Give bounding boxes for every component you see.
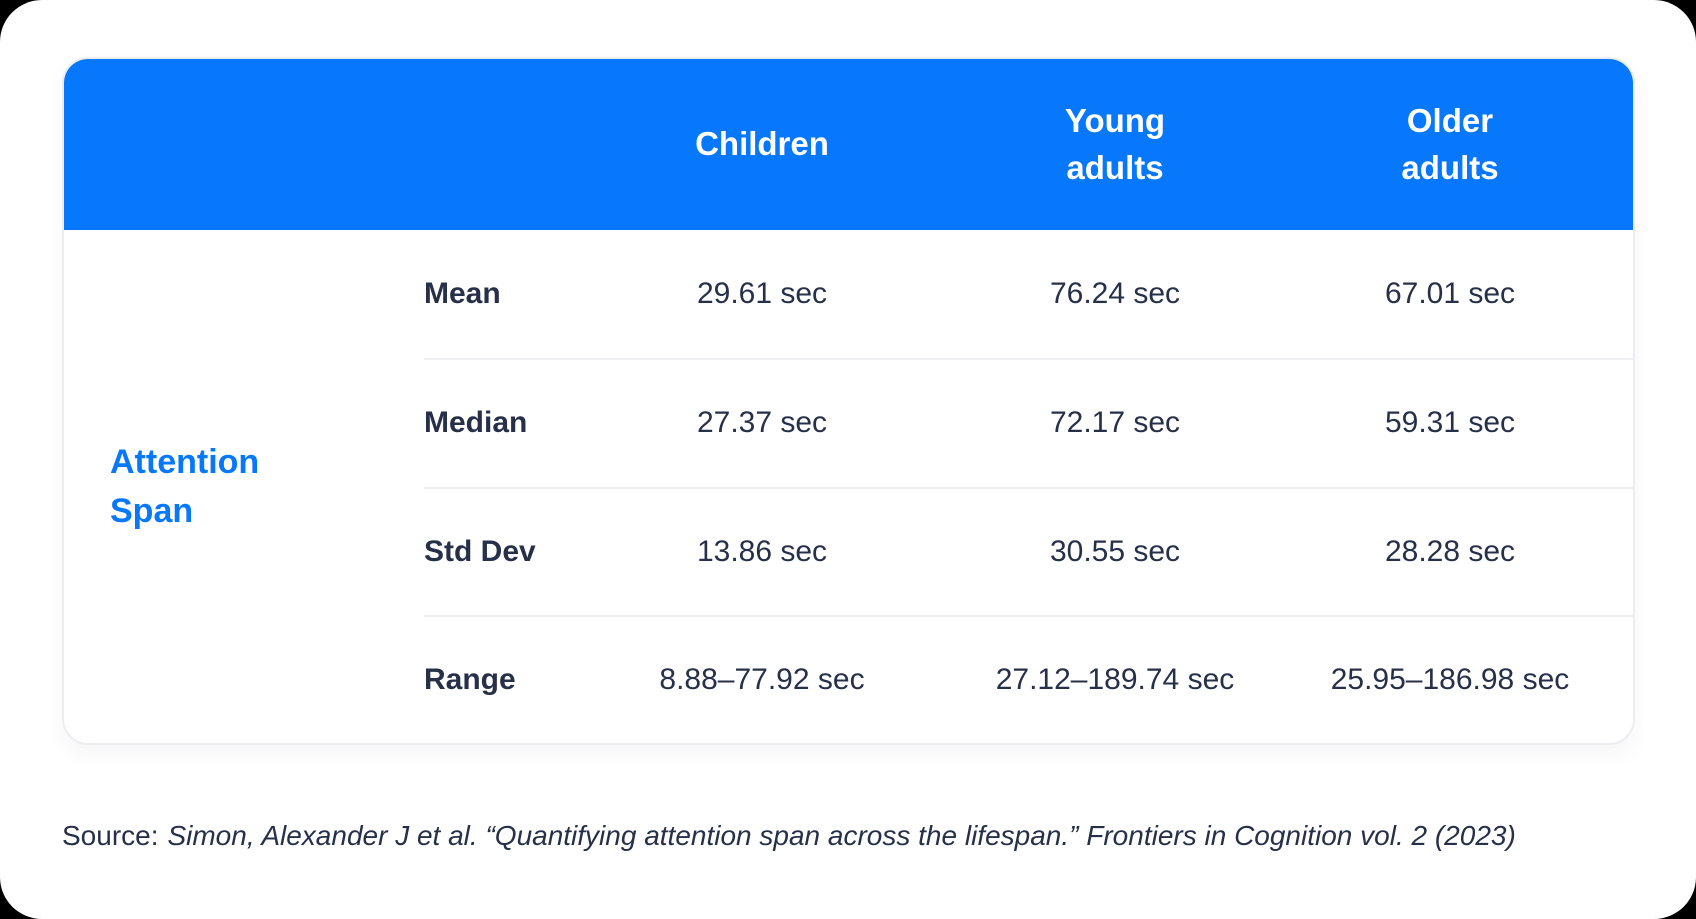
attention-span-table-card: Children Young adults Older adults Atten… <box>62 57 1635 745</box>
table-rows: Mean 29.61 sec 76.24 sec 67.01 sec Media… <box>424 230 1633 743</box>
stat-label: Median <box>424 406 528 440</box>
cell-value: 8.88–77.92 sec <box>659 662 865 696</box>
cell-value: 13.86 sec <box>696 534 828 568</box>
cell-value: 28.28 sec <box>1384 534 1516 568</box>
source-citation: Source: Simon, Alexander J et al. “Quanti… <box>62 818 1516 854</box>
row-group-cell: Attention Span <box>64 230 424 743</box>
column-header-children: Children <box>695 125 829 163</box>
cell-value: 27.12–189.74 sec <box>995 662 1235 696</box>
stat-label: Std Dev <box>424 534 536 568</box>
cell-value: 27.37 sec <box>696 406 828 440</box>
cell-value: 30.55 sec <box>1049 534 1181 568</box>
cell-value: 59.31 sec <box>1384 406 1516 440</box>
table-body: Attention Span Mean 29.61 sec 76.24 sec … <box>64 230 1633 743</box>
cell-value: 29.61 sec <box>696 277 828 311</box>
cell-value: 76.24 sec <box>1049 277 1181 311</box>
cell-value: 67.01 sec <box>1384 277 1516 311</box>
table-row-range: Range 8.88–77.92 sec 27.12–189.74 sec 25… <box>424 614 1633 743</box>
column-header-older-adults: Older adults <box>1401 101 1499 186</box>
stat-label: Range <box>424 662 516 696</box>
table-header-row: Children Young adults Older adults <box>64 59 1633 230</box>
column-header-young-adults: Young adults <box>1064 101 1166 186</box>
cell-value: 25.95–186.98 sec <box>1330 662 1570 696</box>
table-row-std-dev: Std Dev 13.86 sec 30.55 sec 28.28 sec <box>424 486 1633 615</box>
source-prefix: Source: <box>62 820 159 851</box>
table-row-mean: Mean 29.61 sec 76.24 sec 67.01 sec <box>424 230 1633 358</box>
source-text: Simon, Alexander J et al. “Quantifying a… <box>167 820 1516 851</box>
stat-label: Mean <box>424 277 501 311</box>
row-group-label: Attention Span <box>110 443 260 530</box>
table-row-median: Median 27.37 sec 72.17 sec 59.31 sec <box>424 358 1633 486</box>
cell-value: 72.17 sec <box>1049 406 1181 440</box>
